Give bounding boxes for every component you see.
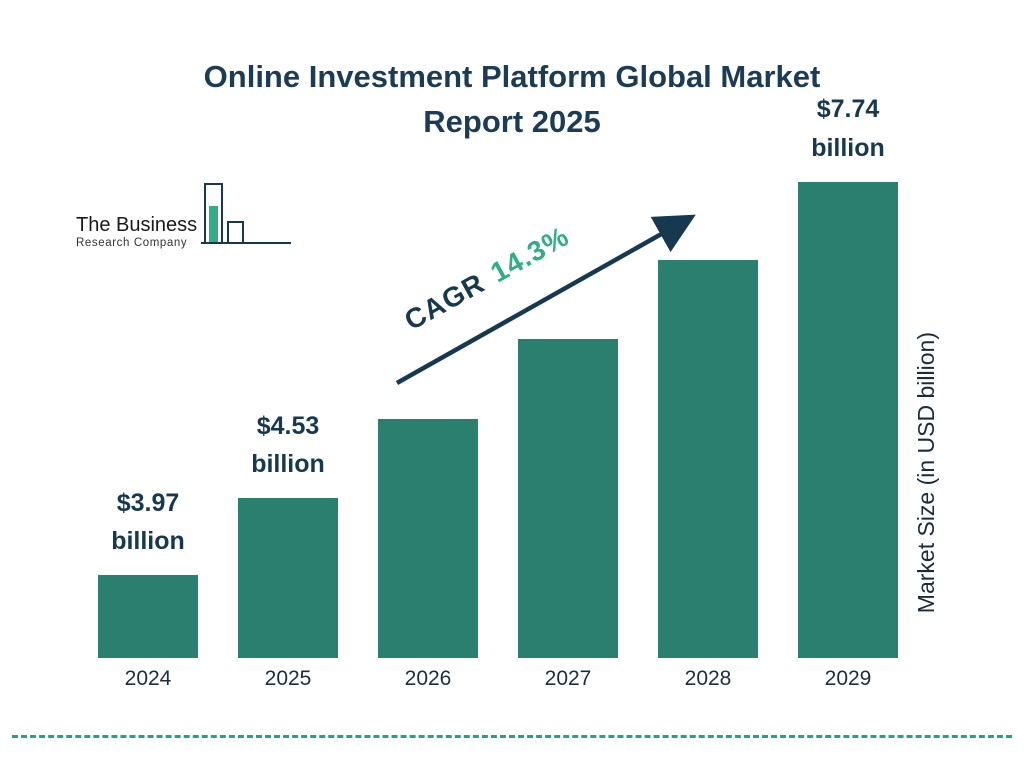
bar-group-2024: $3.97 billion 2024 — [98, 90, 198, 700]
bar-2028 — [658, 260, 758, 658]
company-logo: The Business Research Company — [76, 182, 293, 253]
bar-group-2027: 2027 — [518, 90, 618, 700]
year-label-2029: 2029 — [824, 667, 872, 691]
logo-bar-chart-icon — [201, 182, 293, 253]
bar-2026 — [378, 419, 478, 658]
y-axis-label: Market Size (in USD billion) — [913, 332, 939, 614]
bars-container: $3.97 billion 2024 $4.53 billion 2025 2026 2027… — [98, 90, 898, 700]
bar-group-2025: $4.53 billion 2025 — [238, 90, 338, 700]
year-label-2024: 2024 — [124, 667, 172, 690]
bar-group-2029: $7.74 billion 2029 — [798, 90, 898, 700]
bar-2027 — [518, 339, 618, 658]
value-label-2024: $3.97 billion — [111, 488, 185, 556]
company-logo-name: The Business — [76, 214, 198, 236]
company-logo-text: The Business Research Company — [76, 214, 197, 249]
year-label-2025: 2025 — [264, 667, 312, 690]
bar-2025 — [238, 498, 338, 658]
bottom-dashed-line — [12, 735, 1012, 738]
year-label-2027: 2027 — [544, 667, 592, 690]
bar-group-2028: 2028 — [658, 90, 758, 700]
page-title-line1: Online Investment Platform Global Market — [203, 58, 821, 94]
year-label-2026: 2026 — [404, 667, 452, 690]
bar-2029 — [798, 181, 898, 659]
bar-group-2026: 2026 — [378, 90, 478, 700]
year-label-2028: 2028 — [684, 667, 732, 690]
bar-2024 — [98, 575, 198, 658]
page-title: Online Investment Platform Global Market… — [0, 55, 1024, 145]
page-title-line2: Report 2025 — [423, 103, 601, 139]
value-label-2029: $7.74 billion — [811, 95, 885, 162]
company-logo-subtitle: Research Company — [76, 237, 188, 249]
value-label-2025: $4.53 billion — [251, 411, 325, 479]
bar-chart: $3.97 billion 2024 $4.53 billion 2025 2026 2027… — [98, 90, 898, 700]
